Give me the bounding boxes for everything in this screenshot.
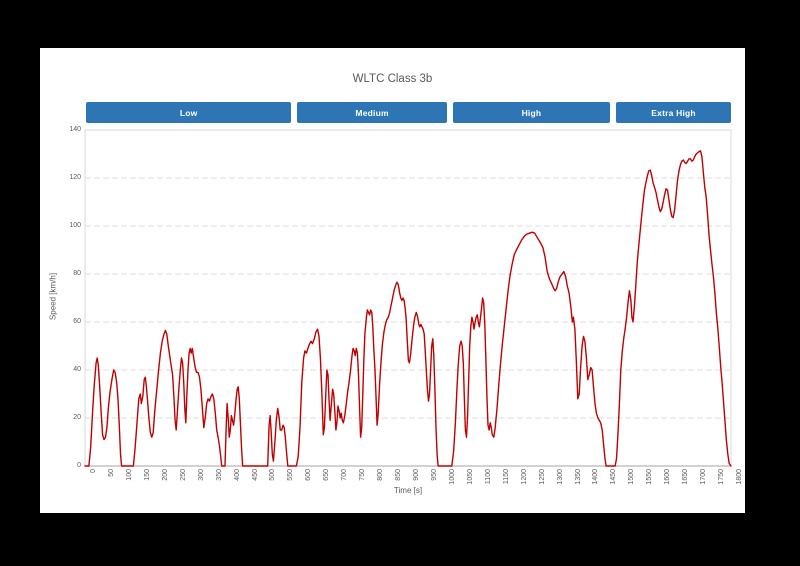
y-tick-label: 100 — [69, 222, 81, 229]
x-tick-label: 1800 — [736, 469, 743, 485]
phase-bands: Low Medium High Extra High — [40, 102, 745, 123]
phase-band-label: Low — [179, 107, 198, 118]
y-tick-label: 0 — [77, 462, 81, 469]
chart-title: WLTC Class 3b — [352, 73, 433, 85]
phase-band-extra-high: Extra High — [616, 102, 731, 123]
phase-band-label: Extra High — [651, 107, 696, 118]
y-tick-label: 20 — [73, 414, 81, 421]
y-tick-label: 40 — [73, 366, 81, 373]
phase-band-label: High — [521, 107, 542, 118]
y-tick-label: 140 — [69, 126, 81, 133]
x-axis-title: Time [s] — [393, 486, 423, 495]
speed-line — [84, 150, 732, 467]
phase-band-high: High — [452, 102, 611, 123]
phase-band-low: Low — [86, 102, 292, 123]
y-axis-title: Speed [km/h] — [48, 272, 58, 321]
plot-border — [84, 129, 732, 467]
plot-area — [84, 129, 732, 467]
y-tick-label: 120 — [69, 174, 81, 181]
phase-band-medium: Medium — [297, 102, 447, 123]
chart-page: WLTC Class 3b Low Medium High Extra High 0 2… — [40, 48, 745, 513]
phase-band-label: Medium — [355, 107, 389, 118]
y-tick-label: 80 — [73, 270, 81, 277]
y-tick-label: 60 — [73, 318, 81, 325]
